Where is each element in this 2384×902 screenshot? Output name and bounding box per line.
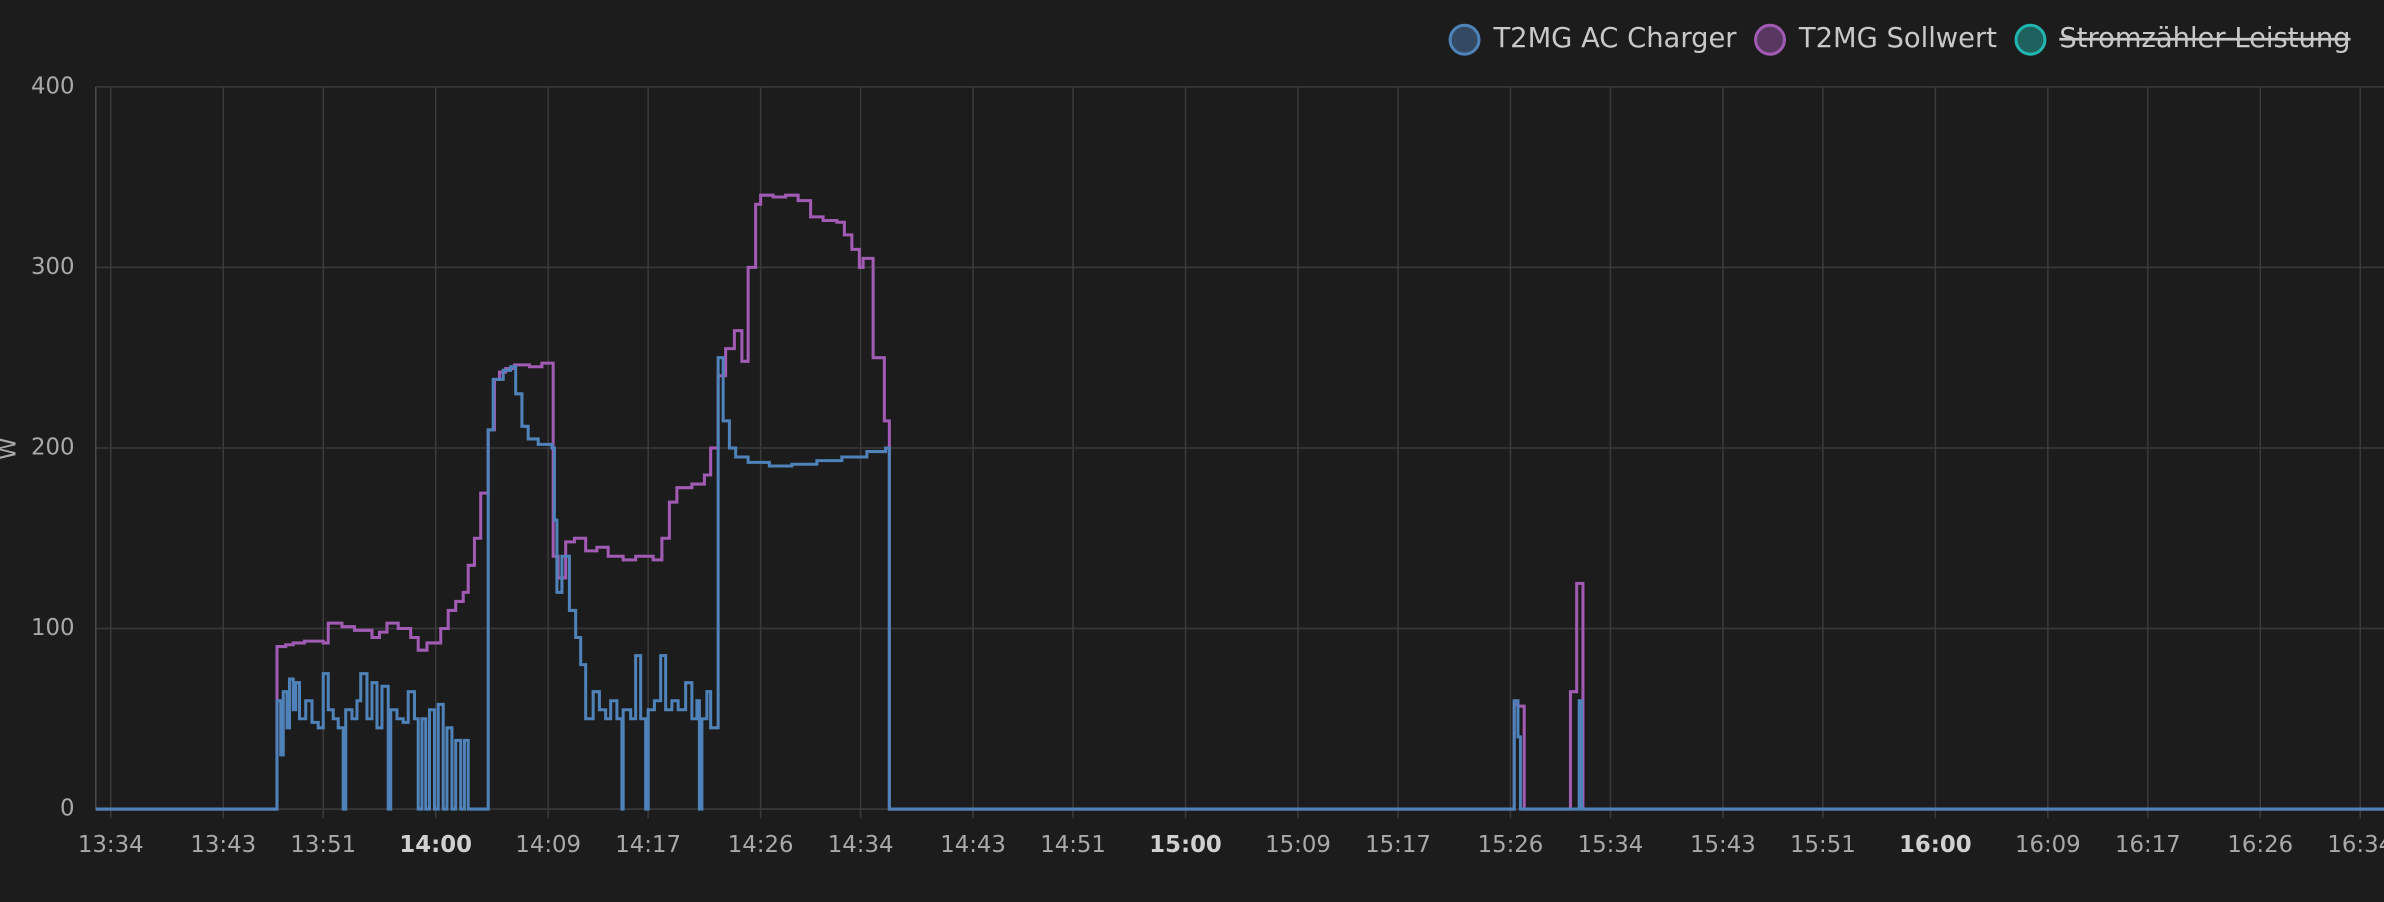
x-tick-label: 14:26 — [728, 832, 794, 858]
x-tick-label: 13:51 — [290, 832, 356, 858]
x-tick-label: 16:17 — [2115, 832, 2181, 858]
x-tick-label: 15:34 — [1578, 832, 1644, 858]
x-tick-label: 15:43 — [1690, 832, 1756, 858]
series-line — [95, 356, 2384, 811]
legend: Stromzähler Leistung T2MG Sollwert T2MG AC… — [1448, 23, 2351, 56]
x-tick-label: 15:26 — [1478, 832, 1544, 858]
x-tick-label: 14:09 — [515, 832, 581, 858]
x-tick-label: 15:17 — [1365, 832, 1431, 858]
x-tick-label: 14:00 — [399, 832, 472, 858]
x-tick-label: 16:34 — [2327, 832, 2384, 858]
x-tick-label: 16:26 — [2227, 832, 2293, 858]
x-tick-label: 16:00 — [1899, 832, 1972, 858]
x-tick-label: 15:09 — [1265, 832, 1331, 858]
y-axis-label: W — [0, 437, 22, 460]
legend-label: Stromzähler Leistung — [2059, 23, 2350, 54]
y-tick-label: 100 — [31, 615, 75, 641]
legend-label: T2MG AC Charger — [1492, 23, 1737, 54]
series-line — [95, 193, 2384, 811]
legend-marker — [1448, 23, 1481, 56]
x-tick-label: 15:00 — [1149, 832, 1222, 858]
y-tick-label: 300 — [31, 254, 75, 280]
x-tick-label: 15:51 — [1790, 832, 1856, 858]
y-tick-label: 0 — [60, 796, 75, 822]
y-tick-label: 200 — [31, 434, 75, 460]
x-tick-label: 16:09 — [2015, 832, 2081, 858]
y-tick-label: 400 — [31, 73, 75, 99]
x-tick-label: 14:17 — [615, 832, 681, 858]
legend-marker — [2014, 23, 2047, 56]
x-tick-label: 14:51 — [1040, 832, 1106, 858]
x-tick-label: 14:43 — [940, 832, 1006, 858]
x-tick-label: 13:34 — [78, 832, 144, 858]
legend-label: T2MG Sollwert — [1798, 23, 1997, 54]
x-tick-label: 13:43 — [190, 832, 256, 858]
legend-marker — [1754, 23, 1786, 56]
x-tick-label: 14:34 — [828, 832, 894, 858]
